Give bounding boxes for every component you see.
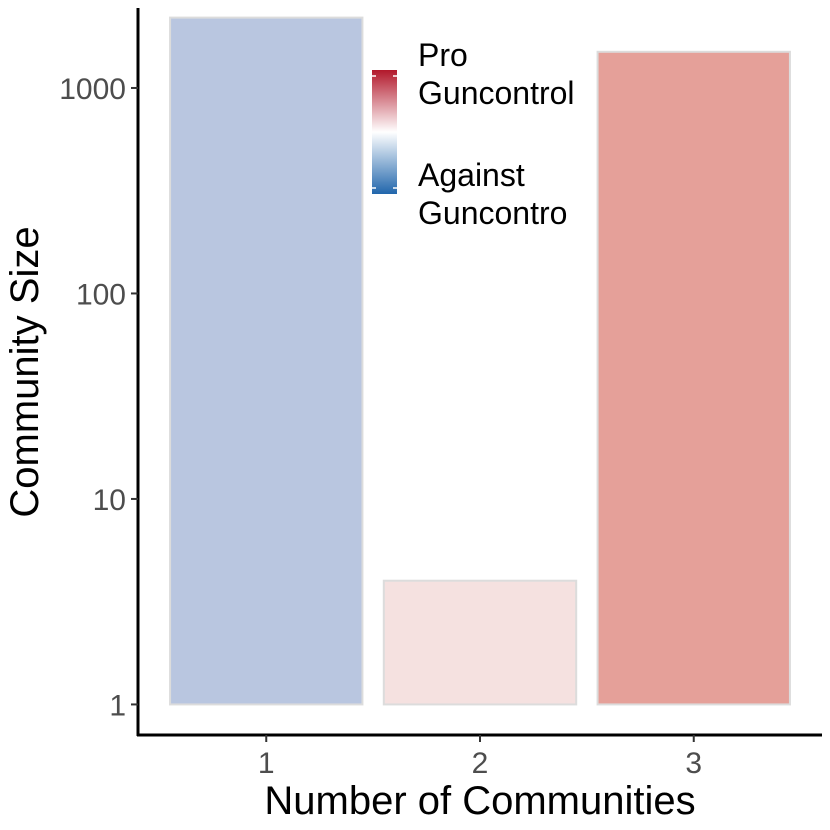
x-ticks-group: 1 2 3 bbox=[258, 735, 702, 780]
y-ticks-group: 1 10 100 1000 bbox=[59, 73, 138, 722]
legend-label-low-line2: Guncontro bbox=[418, 195, 567, 231]
x-tick-label-3: 3 bbox=[685, 747, 702, 780]
bars-group bbox=[169, 16, 791, 706]
y-tick-label-1: 1 bbox=[109, 689, 126, 722]
legend-colorbar bbox=[372, 70, 397, 194]
y-axis-title: Community Size bbox=[3, 226, 47, 517]
y-tick-label-100: 100 bbox=[76, 278, 126, 311]
y-tick-label-10: 10 bbox=[93, 484, 126, 517]
legend-label-high-line1: Pro bbox=[418, 37, 468, 73]
legend-label-high-line2: Guncontrol bbox=[418, 75, 575, 111]
bar-1 bbox=[169, 16, 364, 706]
bar-3 bbox=[596, 50, 791, 706]
x-axis-title: Number of Communities bbox=[264, 779, 695, 823]
legend: Pro Guncontrol Against Guncontro bbox=[372, 37, 575, 231]
y-tick-label-1000: 1000 bbox=[59, 73, 126, 106]
legend-label-low-line1: Against bbox=[418, 157, 525, 193]
bar-2 bbox=[382, 579, 578, 706]
x-tick-label-1: 1 bbox=[258, 747, 275, 780]
x-tick-label-2: 2 bbox=[472, 747, 489, 780]
